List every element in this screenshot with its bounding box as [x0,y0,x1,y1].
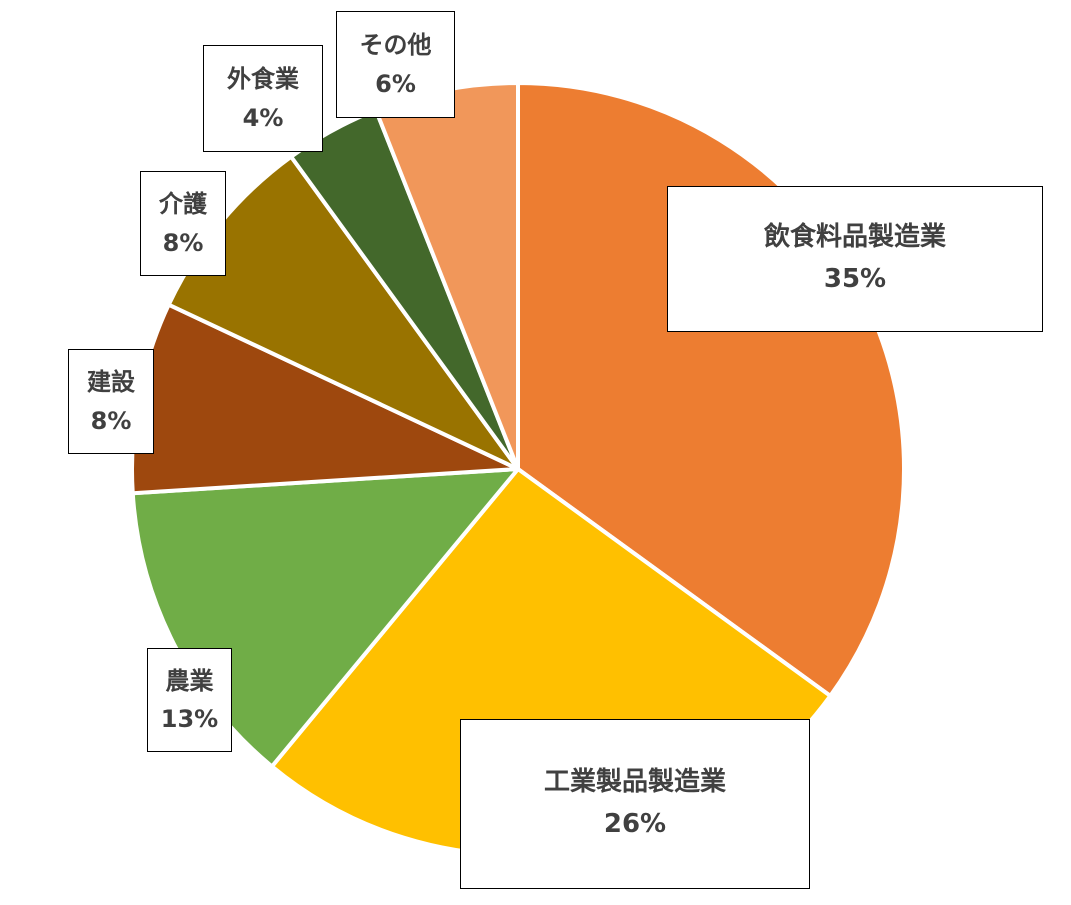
data-label-percent: 8% [162,228,204,257]
data-label-category: 農業 [165,666,214,695]
data-label-介護: 介護 8% [140,171,226,276]
data-label-category: 飲食料品製造業 [763,222,946,253]
data-label-外食業: 外食業 4% [203,45,323,152]
data-label-percent: 8% [90,406,132,435]
data-label-category: その他 [359,31,432,60]
data-label-その他: その他 6% [336,11,455,118]
data-label-percent: 35% [823,264,887,294]
data-label-農業: 農業 13% [147,648,232,752]
data-label-建設: 建設 8% [68,349,154,454]
data-label-category: 工業製品製造業 [543,767,726,798]
data-label-percent: 26% [603,809,667,839]
data-label-category: 外食業 [227,65,299,94]
data-label-percent: 4% [242,103,284,132]
data-label-category: 介護 [159,190,207,219]
data-label-percent: 13% [160,705,219,733]
data-label-category: 建設 [87,368,135,397]
data-label-飲食料品製造業: 飲食料品製造業 35% [667,186,1043,332]
data-label-工業製品製造業: 工業製品製造業 26% [460,719,810,889]
data-label-percent: 6% [375,69,416,98]
